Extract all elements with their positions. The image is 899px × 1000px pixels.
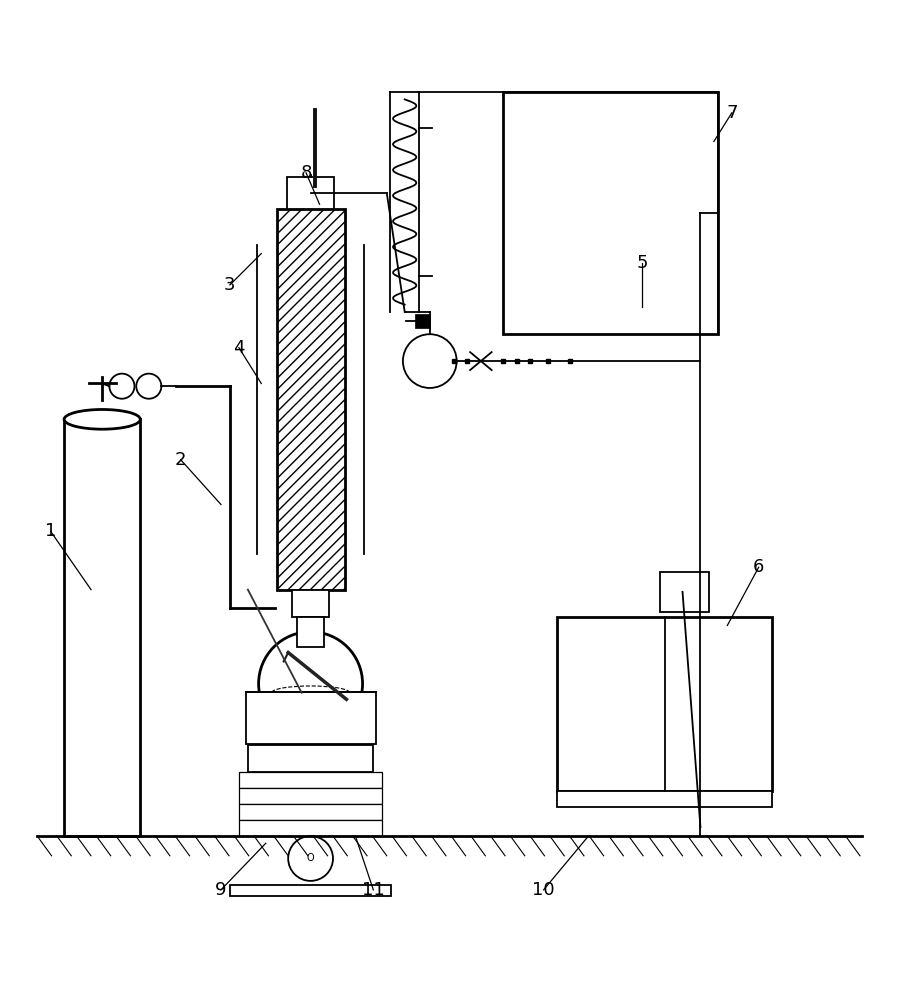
Text: 10: 10 <box>532 881 555 899</box>
Bar <box>239 788 382 804</box>
Bar <box>503 92 718 334</box>
Text: 6: 6 <box>753 558 764 576</box>
Circle shape <box>110 374 135 399</box>
Bar <box>292 590 329 617</box>
Bar <box>298 617 324 647</box>
Text: 2: 2 <box>175 451 186 469</box>
Bar <box>660 572 709 612</box>
Text: 4: 4 <box>233 339 245 357</box>
Circle shape <box>137 374 161 399</box>
Ellipse shape <box>64 409 140 429</box>
Bar <box>557 791 772 807</box>
Bar <box>64 419 140 836</box>
Bar <box>245 692 376 744</box>
Bar <box>239 820 382 836</box>
Circle shape <box>259 632 362 736</box>
Bar <box>277 209 344 590</box>
Bar <box>230 885 391 896</box>
Bar <box>239 772 382 788</box>
Text: 1: 1 <box>45 522 57 540</box>
Text: 9: 9 <box>215 881 227 899</box>
Bar <box>557 617 772 791</box>
Text: O: O <box>307 853 315 863</box>
Bar <box>248 745 373 772</box>
Text: 11: 11 <box>362 881 385 899</box>
Text: 3: 3 <box>224 276 236 294</box>
Bar <box>239 804 382 820</box>
Bar <box>287 177 334 209</box>
Text: 8: 8 <box>300 164 312 182</box>
Circle shape <box>289 836 333 881</box>
Circle shape <box>403 334 457 388</box>
Text: 5: 5 <box>636 254 648 272</box>
Text: 7: 7 <box>726 104 737 122</box>
Bar <box>415 314 430 328</box>
